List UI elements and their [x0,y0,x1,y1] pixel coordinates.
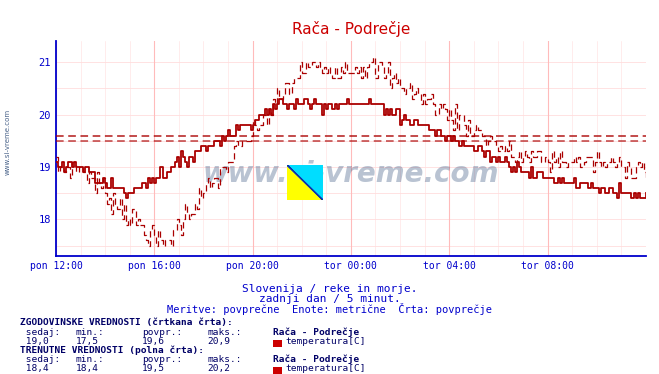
Text: 18,4: 18,4 [20,364,49,373]
Text: sedaj:: sedaj: [20,355,60,364]
Text: 20,2: 20,2 [208,364,231,373]
Title: Rača - Podrečje: Rača - Podrečje [292,21,410,37]
Text: ZGODOVINSKE VREDNOSTI (črtkana črta):: ZGODOVINSKE VREDNOSTI (črtkana črta): [20,318,233,327]
Text: zadnji dan / 5 minut.: zadnji dan / 5 minut. [258,294,401,304]
Text: maks.:: maks.: [208,355,242,364]
Text: 18,4: 18,4 [76,364,99,373]
Text: 20,9: 20,9 [208,337,231,346]
Text: Rača - Podrečje: Rača - Podrečje [273,328,360,337]
Text: 19,0: 19,0 [20,337,49,346]
Text: temperatura[C]: temperatura[C] [285,364,366,373]
Text: www.si-vreme.com: www.si-vreme.com [203,160,499,188]
Text: temperatura[C]: temperatura[C] [285,337,366,346]
Text: povpr.:: povpr.: [142,355,182,364]
Text: sedaj:: sedaj: [20,328,60,337]
Text: Slovenija / reke in morje.: Slovenija / reke in morje. [242,284,417,294]
Text: Meritve: povprečne  Enote: metrične  Črta: povprečje: Meritve: povprečne Enote: metrične Črta:… [167,303,492,315]
Text: min.:: min.: [76,355,105,364]
Text: 19,5: 19,5 [142,364,165,373]
Text: www.si-vreme.com: www.si-vreme.com [5,109,11,175]
Text: povpr.:: povpr.: [142,328,182,337]
Text: Rača - Podrečje: Rača - Podrečje [273,355,360,364]
Text: min.:: min.: [76,328,105,337]
Text: TRENUTNE VREDNOSTI (polna črta):: TRENUTNE VREDNOSTI (polna črta): [20,345,204,355]
Text: maks.:: maks.: [208,328,242,337]
Text: 19,6: 19,6 [142,337,165,346]
Polygon shape [287,165,323,200]
Text: 17,5: 17,5 [76,337,99,346]
Polygon shape [287,165,323,200]
